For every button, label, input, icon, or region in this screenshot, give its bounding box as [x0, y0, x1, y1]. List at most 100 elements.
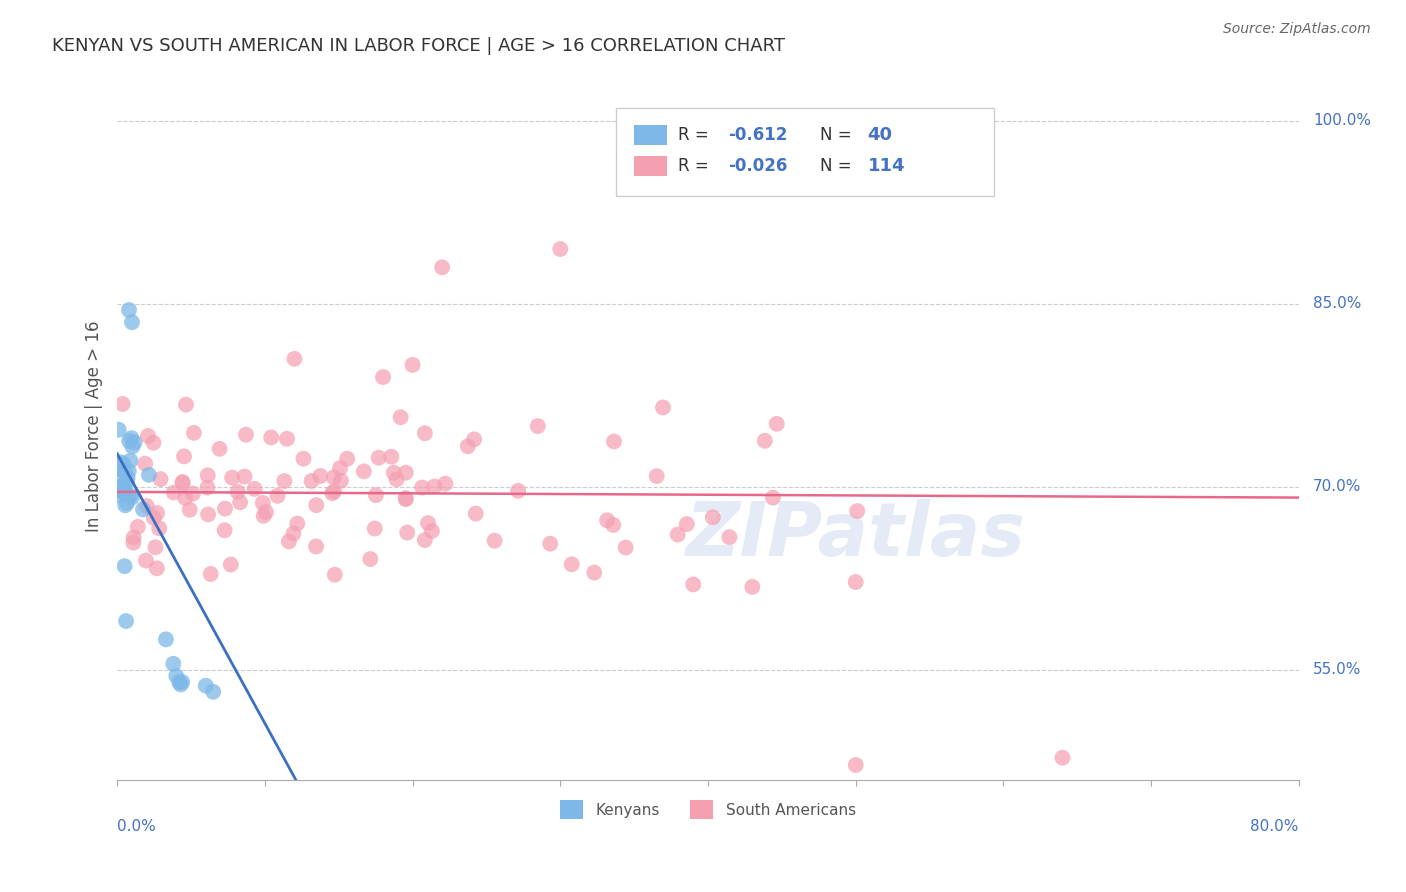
- Point: [124, 435, 146, 450]
- Point: [382, 466, 405, 480]
- Point: [321, 486, 343, 500]
- Point: [718, 530, 741, 544]
- Point: [146, 561, 169, 575]
- Point: [135, 499, 157, 513]
- Point: [305, 498, 328, 512]
- Point: [142, 510, 165, 524]
- Point: [395, 491, 418, 505]
- Point: [416, 516, 439, 530]
- Point: [463, 433, 485, 447]
- Text: N =: N =: [820, 157, 858, 175]
- Point: [110, 484, 132, 499]
- Point: [112, 478, 135, 492]
- Point: [434, 476, 457, 491]
- Text: 80.0%: 80.0%: [1250, 819, 1299, 833]
- Point: [252, 496, 274, 510]
- Point: [243, 482, 266, 496]
- Point: [367, 450, 389, 465]
- FancyBboxPatch shape: [634, 125, 666, 145]
- Text: Source: ZipAtlas.com: Source: ZipAtlas.com: [1223, 22, 1371, 37]
- Point: [285, 516, 308, 531]
- Point: [115, 475, 138, 489]
- Point: [380, 450, 402, 464]
- Point: [121, 440, 143, 454]
- Text: N =: N =: [820, 126, 858, 145]
- Point: [112, 482, 135, 496]
- Point: [666, 527, 689, 541]
- Text: 85.0%: 85.0%: [1313, 296, 1361, 311]
- Point: [172, 476, 194, 491]
- Y-axis label: In Labor Force | Age > 16: In Labor Force | Age > 16: [86, 320, 103, 532]
- Point: [389, 410, 412, 425]
- Point: [561, 558, 583, 572]
- Point: [682, 577, 704, 591]
- Point: [208, 442, 231, 456]
- Point: [526, 419, 548, 434]
- Point: [122, 531, 145, 545]
- Text: -0.612: -0.612: [728, 126, 787, 145]
- Point: [301, 474, 323, 488]
- Point: [1052, 750, 1074, 764]
- Point: [229, 495, 252, 509]
- Point: [117, 489, 139, 503]
- Point: [396, 525, 419, 540]
- Point: [115, 496, 138, 510]
- Point: [323, 484, 346, 499]
- Point: [170, 677, 193, 691]
- Point: [149, 472, 172, 486]
- Point: [200, 566, 222, 581]
- Text: R =: R =: [679, 126, 720, 145]
- Point: [108, 482, 131, 496]
- Point: [174, 398, 197, 412]
- Point: [508, 483, 530, 498]
- Point: [457, 439, 479, 453]
- Text: 55.0%: 55.0%: [1313, 663, 1361, 677]
- Point: [221, 470, 243, 484]
- Legend: Kenyans, South Americans: Kenyans, South Americans: [554, 794, 862, 825]
- Point: [371, 370, 394, 384]
- Point: [401, 358, 423, 372]
- Point: [181, 486, 204, 500]
- Point: [127, 520, 149, 534]
- Point: [136, 429, 159, 443]
- Point: [107, 423, 129, 437]
- Point: [107, 461, 129, 475]
- Text: 70.0%: 70.0%: [1313, 479, 1361, 494]
- Point: [107, 488, 129, 502]
- Point: [538, 536, 561, 550]
- Point: [108, 469, 131, 483]
- Point: [762, 491, 785, 505]
- Point: [484, 533, 506, 548]
- Point: [430, 260, 453, 275]
- Point: [413, 533, 436, 547]
- Point: [645, 469, 668, 483]
- Point: [596, 513, 619, 527]
- Point: [117, 471, 139, 485]
- Text: -0.026: -0.026: [728, 157, 787, 175]
- Point: [219, 558, 242, 572]
- Point: [121, 431, 143, 445]
- Point: [118, 464, 141, 478]
- Point: [359, 552, 381, 566]
- Point: [411, 481, 433, 495]
- Point: [652, 401, 675, 415]
- Point: [162, 657, 184, 671]
- Point: [135, 553, 157, 567]
- Point: [118, 434, 141, 448]
- Point: [276, 432, 298, 446]
- Point: [323, 567, 346, 582]
- Point: [754, 434, 776, 448]
- FancyBboxPatch shape: [634, 156, 666, 176]
- Point: [114, 559, 136, 574]
- Text: 100.0%: 100.0%: [1313, 113, 1371, 128]
- Point: [602, 517, 624, 532]
- Point: [107, 480, 129, 494]
- Point: [741, 580, 763, 594]
- Point: [111, 484, 134, 499]
- Point: [114, 498, 136, 512]
- Point: [413, 426, 436, 441]
- Point: [202, 685, 225, 699]
- Point: [765, 417, 787, 431]
- Point: [167, 675, 190, 690]
- Text: KENYAN VS SOUTH AMERICAN IN LABOR FORCE | AGE > 16 CORRELATION CHART: KENYAN VS SOUTH AMERICAN IN LABOR FORCE …: [52, 37, 785, 55]
